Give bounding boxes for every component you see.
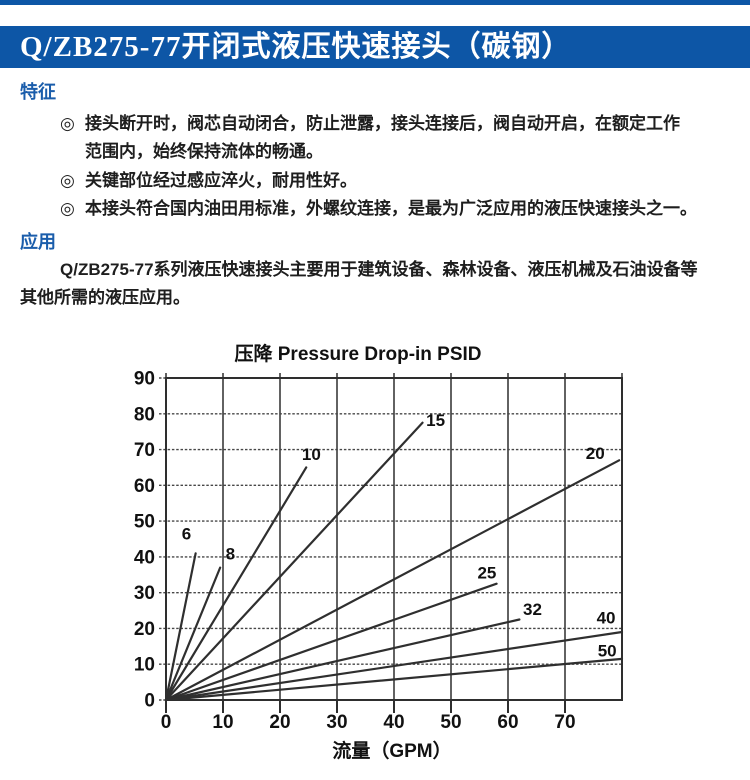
section-heading-features: 特征	[20, 82, 56, 102]
feature-bullet-text: 本接头符合国内油田用标准，外螺纹连接，是最为广泛应用的液压快速接头之一。	[85, 199, 697, 218]
series-line-6	[164, 552, 197, 702]
series-line-10	[164, 466, 308, 702]
feature-bullet: ◎ 接头断开时，阀芯自动闭合，防止泄露，接头连接后，阀自动开启，在额定工作范围内…	[60, 110, 685, 166]
y-tick-label: 30	[134, 583, 155, 604]
y-tick-label: 40	[134, 547, 155, 568]
series-line-20	[164, 459, 621, 702]
y-tick-label: 60	[134, 476, 155, 497]
x-tick-label: 0	[161, 712, 172, 733]
series-label-25: 25	[477, 563, 496, 582]
feature-bullet-text: 接头断开时，阀芯自动闭合，防止泄露，接头连接后，阀自动开启，在额定工作范围内，始…	[85, 114, 680, 161]
series-label-10: 10	[302, 445, 321, 464]
x-axis-label: 流量（GPM）	[332, 739, 451, 762]
section-heading-application: 应用	[20, 232, 56, 252]
feature-bullet: ◎ 关键部位经过感应淬火，耐用性好。	[60, 167, 730, 195]
feature-bullet: ◎ 本接头符合国内油田用标准，外螺纹连接，是最为广泛应用的液压快速接头之一。	[60, 195, 745, 223]
series-line-25	[164, 582, 498, 702]
y-tick-label: 0	[144, 691, 155, 712]
x-tick-label: 70	[554, 712, 575, 733]
series-line-15	[164, 421, 424, 702]
application-paragraph: Q/ZB275-77系列液压快速接头主要用于建筑设备、森林设备、液压机械及石油设…	[20, 260, 698, 307]
y-tick-label: 50	[134, 512, 155, 533]
x-tick-label: 40	[383, 712, 404, 733]
series-label-32: 32	[523, 600, 542, 619]
bullseye-bullet-icon: ◎	[60, 114, 75, 133]
y-tick-label: 70	[134, 440, 155, 461]
series-label-15: 15	[426, 411, 445, 430]
series-label-50: 50	[598, 642, 617, 661]
top-accent-strip	[0, 0, 750, 5]
y-tick-label: 10	[134, 655, 155, 676]
x-tick-label: 50	[440, 712, 461, 733]
series-label-20: 20	[586, 444, 605, 463]
y-tick-label: 90	[134, 369, 155, 390]
chart-title: 压降 Pressure Drop-in PSID	[234, 342, 481, 365]
pressure-drop-chart: 6 8 10 15 20 25 32 40 50 0 10 20 30 40 50 60 70 80 90 0 10 20…	[134, 342, 624, 762]
series-line-50	[164, 657, 624, 702]
y-tick-label: 20	[134, 619, 155, 640]
x-tick-label: 10	[212, 712, 233, 733]
series-line-40	[164, 630, 624, 702]
feature-bullet-text: 关键部位经过感应淬火，耐用性好。	[85, 171, 357, 190]
series-label-40: 40	[597, 609, 616, 628]
series-line-32	[164, 618, 521, 702]
plot-border	[165, 377, 623, 701]
series-label-8: 8	[226, 544, 235, 563]
x-tick-label: 20	[269, 712, 290, 733]
bullseye-bullet-icon: ◎	[60, 199, 75, 218]
y-tick-label: 80	[134, 404, 155, 425]
series-label-6: 6	[182, 525, 191, 544]
x-tick-label: 60	[497, 712, 518, 733]
bullseye-bullet-icon: ◎	[60, 171, 75, 190]
series-line-8	[164, 566, 222, 702]
x-tick-label: 30	[326, 712, 347, 733]
page-title: Q/ZB275-77开闭式液压快速接头（碳钢）	[0, 26, 750, 68]
